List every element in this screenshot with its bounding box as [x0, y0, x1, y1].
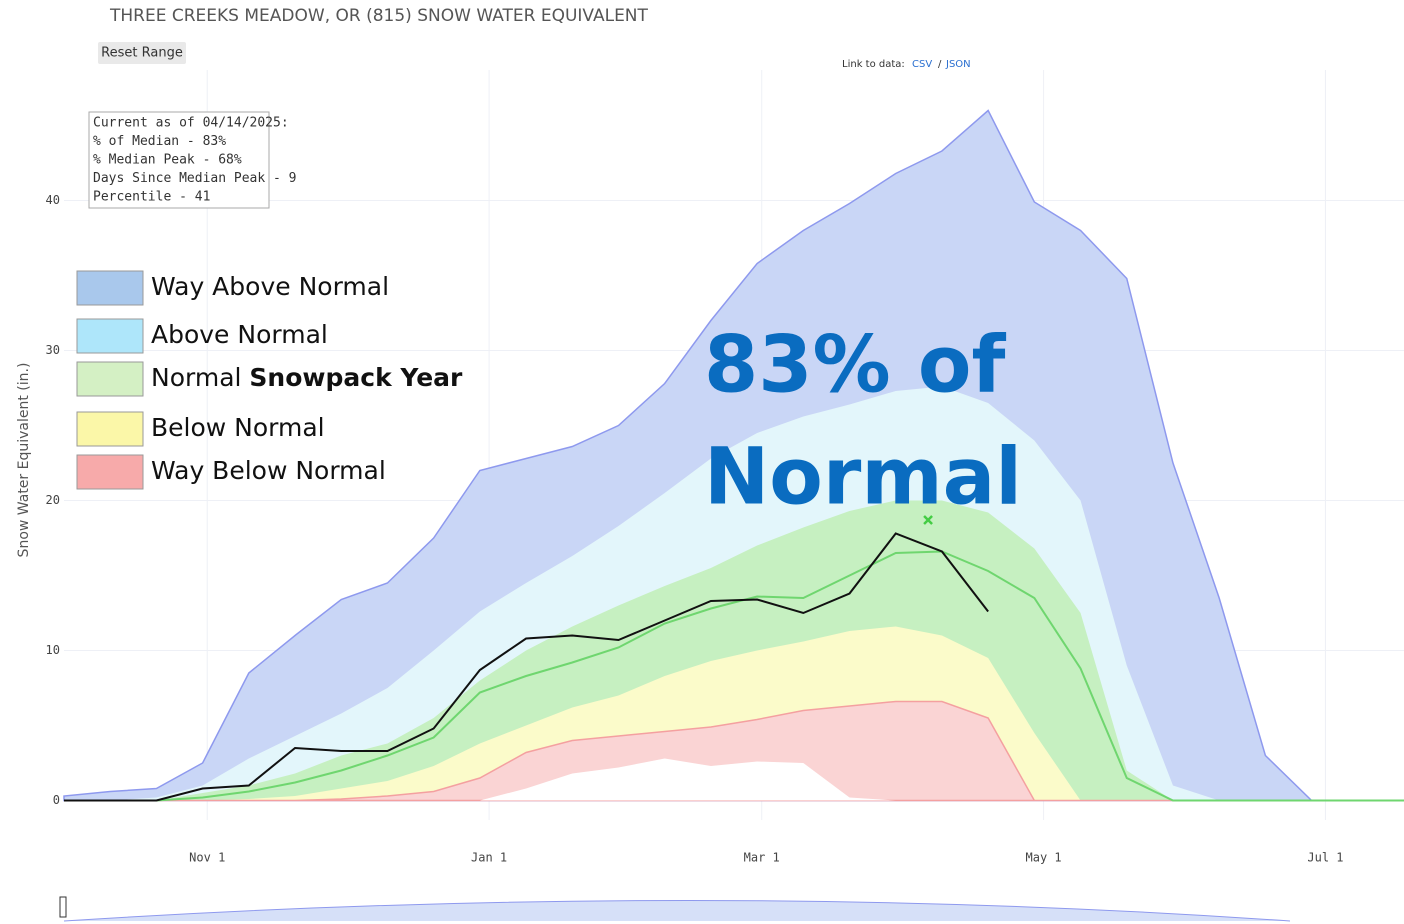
y-tick-label: 10	[46, 643, 60, 657]
legend-swatch	[76, 318, 144, 354]
percentile-band	[64, 758, 1404, 801]
info-lines: Current as of 04/14/2025: % of Median - 8…	[93, 116, 297, 205]
csv-link[interactable]: CSV	[912, 59, 932, 70]
info-line: Current as of 04/14/2025:	[93, 116, 289, 131]
json-link[interactable]: JSON	[945, 59, 971, 70]
annotation-line: 83% of	[704, 320, 1006, 410]
legend-swatch	[76, 411, 144, 447]
y-tick-label: 30	[46, 343, 60, 357]
info-box	[88, 111, 270, 209]
y-tick-label: 0	[53, 793, 60, 807]
legend-label: Normal Snowpack Year	[151, 363, 463, 392]
plot-area	[63, 70, 1404, 820]
y-tick-label: 40	[46, 193, 60, 207]
legend-label: Below Normal	[151, 413, 325, 442]
y-axis-label: Snow Water Equivalent (in.)	[16, 363, 32, 558]
legend-text: Below Normal	[151, 413, 325, 442]
info-line: Percentile - 41	[93, 190, 210, 205]
legend-text: Normal	[151, 363, 241, 392]
annotation-line: Normal	[704, 432, 1022, 522]
swe-line	[64, 532, 989, 802]
range-handle[interactable]	[59, 896, 67, 918]
data-link-prefix: Link to data:	[842, 59, 905, 70]
info-line: % of Median - 83%	[93, 134, 226, 149]
legend-swatch	[76, 361, 144, 397]
link-separator: /	[938, 59, 942, 70]
legend-swatch	[76, 270, 144, 306]
legend-text: Way Below Normal	[151, 456, 386, 485]
x-tick-label: Jul 1	[1307, 851, 1343, 865]
legend-bold: Snowpack Year	[249, 363, 463, 392]
range-slider[interactable]	[63, 900, 1291, 922]
legend-label: Way Below Normal	[151, 456, 386, 485]
info-line: Days Since Median Peak - 9	[93, 171, 297, 186]
legend-text: Above Normal	[151, 320, 328, 349]
x-tick-label: Mar 1	[744, 851, 780, 865]
swe-line	[64, 550, 1404, 802]
annotation: 83% of Normal	[704, 320, 1022, 522]
legend-label: Way Above Normal	[151, 272, 389, 301]
percentile-band	[64, 500, 1404, 801]
percentile-band	[64, 626, 1404, 801]
legend-text: Way Above Normal	[151, 272, 389, 301]
x-tick-label: May 1	[1026, 851, 1062, 865]
legend-swatch	[76, 454, 144, 490]
y-tick-label: 20	[46, 493, 60, 507]
x-tick-label: Nov 1	[189, 851, 225, 865]
chart-title: THREE CREEKS MEADOW, OR (815) SNOW WATER…	[109, 6, 649, 26]
peak-marker	[923, 515, 933, 525]
legend-label: Above Normal	[151, 320, 328, 349]
reset-button-label[interactable]: Reset Range	[101, 46, 183, 61]
x-tick-label: Jan 1	[471, 851, 507, 865]
legend: Way Above Normal Above Normal Normal Snowp…	[76, 270, 463, 490]
reset-button[interactable]	[98, 42, 186, 64]
info-line: % Median Peak - 68%	[93, 153, 242, 168]
